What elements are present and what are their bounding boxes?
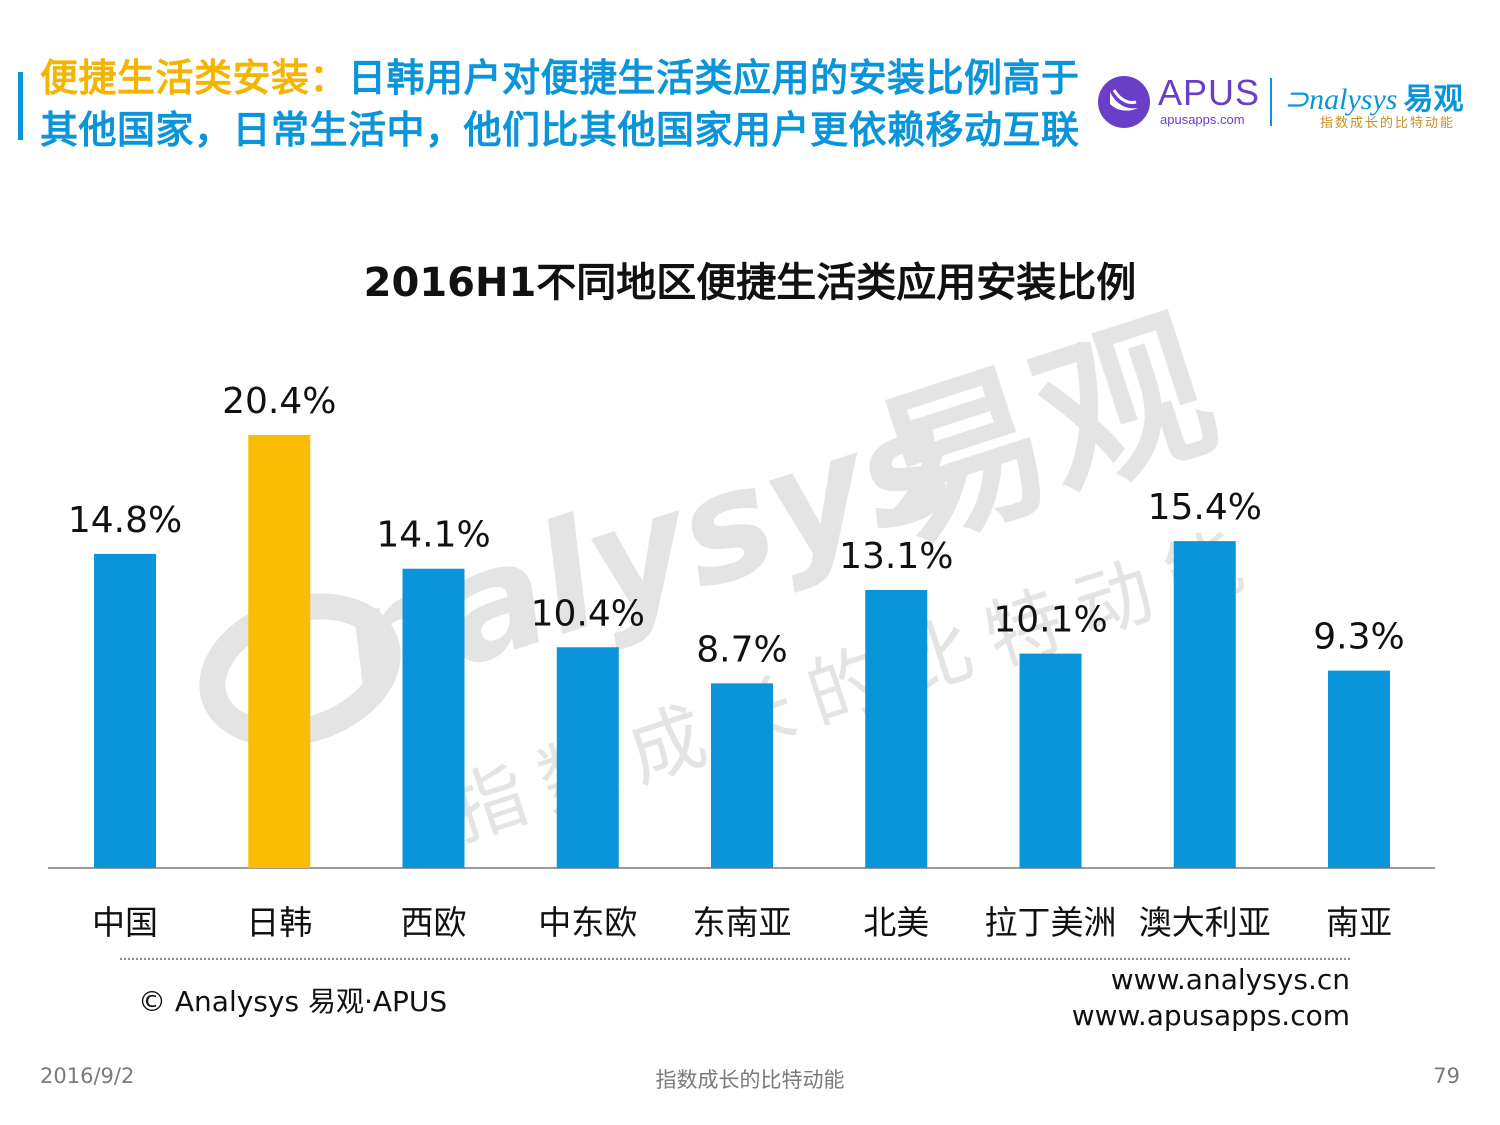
bar-6 [865,589,928,868]
x-tick-label: 东南亚 [693,903,792,942]
headline-text: 日韩用户对便捷生活类应用的安装比例高于其他国家，日常生活中，他们比其他国家用户更… [40,56,1080,152]
bar-1 [94,553,156,868]
page-date: 2016/9/2 [40,1064,135,1088]
x-tick-label: 北美 [863,903,929,942]
bar-2 [248,435,311,868]
bar-4 [556,647,619,868]
page-headline: 便捷生活类安装：日韩用户对便捷生活类应用的安装比例高于其他国家，日常生活中，他们… [40,52,1100,156]
analysys-a-mark: ⊃ [1284,83,1310,116]
bar-value-label: 8.7% [696,629,787,670]
x-tick-label: 日韩 [246,903,312,942]
x-tick-label: 西欧 [401,903,467,942]
apus-logo-text: APUS [1158,72,1261,113]
x-tick-label: 中东欧 [538,903,637,942]
bar-8 [1173,541,1236,868]
page-slogan: 指数成长的比特动能 [655,1068,845,1092]
bar-7 [1019,653,1082,868]
source-urls: www.analysys.cn www.apusapps.com [1000,962,1350,1034]
x-tick-label: 南亚 [1326,903,1392,942]
bar-value-label: 14.1% [376,515,490,556]
analysys-logo-cn: 易观 [1403,83,1464,116]
bar-value-label: 10.1% [993,600,1107,641]
logo-divider [1270,78,1272,126]
apus-logo-url: apusapps.com [1160,112,1245,127]
copyright-text: © Analysys 易观·APUS [138,985,448,1018]
x-tick-label: 拉丁美洲 [985,903,1117,942]
bar-value-label: 14.8% [68,500,182,541]
bar-value-label: 20.4% [222,381,336,422]
headline-accent: 便捷生活类安装： [40,56,349,100]
analysys-url[interactable]: www.analysys.cn [1110,963,1350,996]
brand-logos: APUS apusapps.com ⊃nalysys 易观 指数成长的比特动能 [1098,70,1488,131]
analysys-logo: ⊃nalysys 易观 [1284,74,1463,118]
bar-value-label: 10.4% [531,593,645,634]
x-tick-label: 中国 [92,903,158,942]
chart-title: 2016H1不同地区便捷生活类应用安装比例 [363,260,1137,306]
title-accent-bar [18,72,23,140]
page-number: 79 [1433,1064,1460,1088]
x-tick-label: 澳大利亚 [1139,903,1271,942]
bar-3 [402,568,465,868]
apus-url[interactable]: www.apusapps.com [1071,999,1350,1032]
bar-value-label: 15.4% [1148,487,1262,528]
bar-value-label: 13.1% [839,536,953,577]
apus-bird-icon [1098,76,1150,128]
bar-5 [711,683,773,868]
analysys-logo-text: nalysys [1309,83,1398,116]
analysys-slogan: 指数成长的比特动能 [1320,116,1456,131]
footer-divider [120,958,1350,960]
bar-value-label: 9.3% [1313,617,1404,658]
bar-9 [1328,670,1390,868]
